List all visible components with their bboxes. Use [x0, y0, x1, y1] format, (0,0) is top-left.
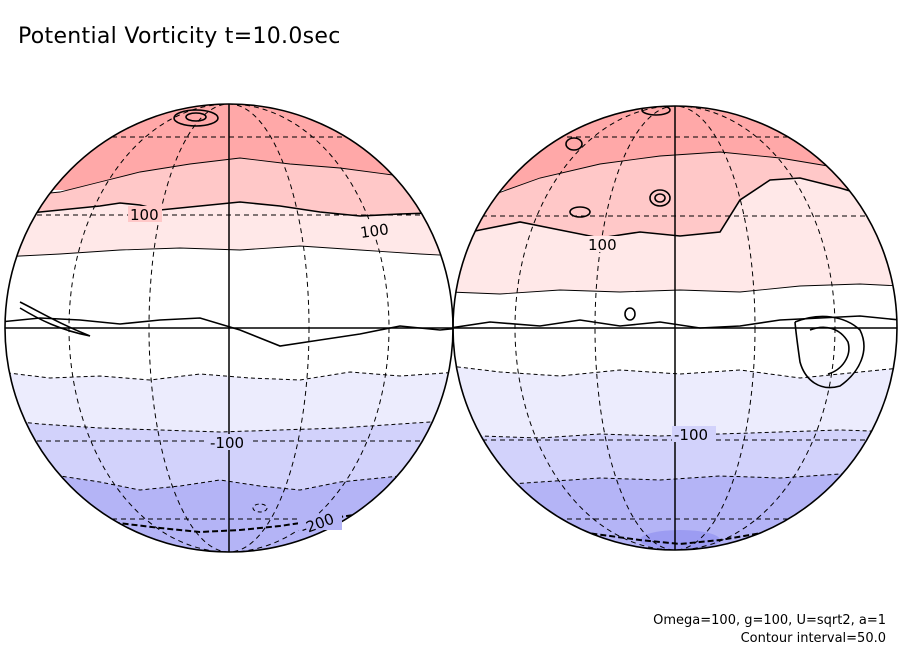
right-globe-outline: [452, 105, 898, 551]
right-hemisphere: [453, 106, 897, 550]
contour-label: 100: [359, 220, 390, 242]
band-pos-mid: [5, 158, 453, 216]
plot-title: Potential Vorticity t=10.0sec: [18, 24, 341, 49]
contour-interval-line: Contour interval=50.0: [740, 631, 886, 646]
parameter-notes: Omega=100, g=100, U=sqrt2, a=1 Contour i…: [653, 612, 886, 648]
contour-label: 100: [130, 206, 159, 224]
band-pos-low: [5, 202, 453, 257]
band-neg-mid: [5, 420, 453, 490]
band-neg-low: [5, 372, 453, 432]
parameters-line: Omega=100, g=100, U=sqrt2, a=1: [653, 613, 886, 628]
contour-labels: 100 100 100 -100 -200 -100: [128, 206, 716, 538]
contour-label: -100: [674, 426, 708, 444]
contour-label: -100: [210, 434, 244, 452]
contour-label: 100: [588, 236, 617, 254]
